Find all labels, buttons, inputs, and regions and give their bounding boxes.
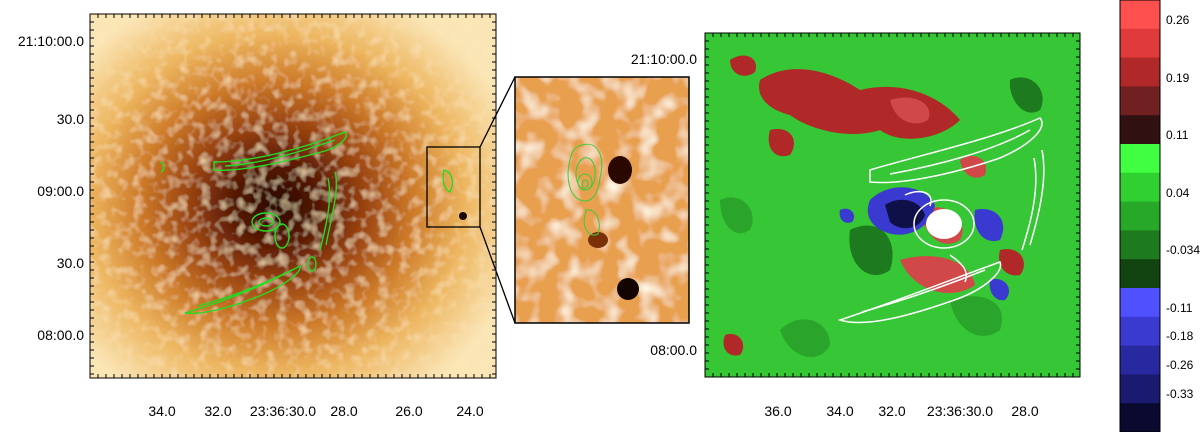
left-xtick-3: 23:36:30.0	[250, 403, 316, 419]
colorbar-segment	[1120, 403, 1160, 432]
left-xtick-1: 34.0	[148, 403, 175, 419]
colorbar-label-6: -0.11	[1166, 301, 1193, 315]
left-y-axis: 21:10:00.0 30.0 09:00.0 30.0 08:00.0	[18, 33, 84, 343]
radio-contours-green	[159, 131, 454, 315]
right-ytick-2: 08:00.0	[650, 342, 697, 358]
inset-image	[515, 77, 689, 323]
right-minor-ticks	[705, 33, 1080, 377]
right-y-axis: 21:10:00.0 08:00.0	[631, 51, 697, 358]
left-ytick-1: 21:10:00.0	[18, 33, 84, 49]
radio-contours-white	[837, 117, 1045, 324]
inset-frame	[514, 76, 690, 324]
colorbar-label-9: -0.33	[1166, 387, 1194, 401]
right-xtick-2: 34.0	[826, 403, 853, 419]
inset-contours	[567, 143, 603, 236]
left-xtick-6: 24.0	[456, 403, 483, 419]
left-ytick-2: 30.0	[57, 111, 84, 127]
right-xtick-5: 28.0	[1011, 403, 1038, 419]
left-xtick-4: 28.0	[330, 403, 357, 419]
colorbar-segment	[1120, 28, 1160, 59]
colorbar-frame	[1119, 0, 1161, 432]
inset-dark-blob	[608, 156, 632, 184]
right-frame	[704, 32, 1081, 378]
left-ytick-3: 09:00.0	[37, 183, 84, 199]
right-xtick-3: 32.0	[878, 403, 905, 419]
left-panel: 21:10:00.0 30.0 09:00.0 30.0 08:00.0 34.…	[18, 13, 497, 419]
left-x-axis: 34.0 32.0 23:36:30.0 28.0 26.0 24.0	[148, 403, 483, 419]
colorbar-segment	[1120, 86, 1160, 116]
colorbar-segment	[1120, 201, 1160, 231]
colorbar-segment	[1120, 172, 1160, 203]
inset-panel	[514, 76, 690, 324]
left-frame	[89, 13, 497, 379]
zoom-box	[426, 146, 481, 228]
colorbar-segment	[1120, 259, 1160, 289]
zoom-connectors	[479, 76, 516, 324]
colorbar-segment	[1120, 230, 1160, 260]
right-ytick-1: 21:10:00.0	[631, 51, 697, 67]
left-ytick-5: 08:00.0	[37, 327, 84, 343]
colorbar-segment	[1120, 144, 1160, 174]
colorbar-segment	[1120, 115, 1160, 145]
colorbar-label-3: 0.11	[1166, 128, 1189, 142]
xray-image	[90, 14, 496, 378]
left-xtick-5: 26.0	[395, 403, 422, 419]
colorbar-label-5: -0.034	[1166, 243, 1200, 257]
white-core	[926, 209, 962, 239]
colorbar-segment	[1120, 316, 1160, 347]
right-xtick-1: 36.0	[764, 403, 791, 419]
colorbar-segment	[1120, 57, 1160, 87]
colorbar-label-8: -0.26	[1166, 358, 1194, 372]
right-panel: 21:10:00.0 08:00.0 36.0 34.0 32.0 23:36:…	[631, 32, 1081, 419]
colorbar-label-2: 0.19	[1166, 71, 1190, 85]
colorbar-segments	[1120, 0, 1160, 432]
colorbar: 0.26 0.19 0.11 0.04 -0.034 -0.11 -0.18 -…	[1119, 0, 1200, 432]
colorbar-segment	[1120, 345, 1160, 375]
left-xtick-2: 32.0	[204, 403, 231, 419]
left-minor-ticks	[90, 14, 496, 378]
right-xtick-4: 23:36:30.0	[927, 403, 993, 419]
left-ytick-4: 30.0	[57, 255, 84, 271]
colorbar-label-1: 0.26	[1166, 13, 1190, 27]
colorbar-segment	[1120, 0, 1160, 30]
point-source	[459, 212, 467, 220]
colorbar-segment	[1120, 288, 1160, 318]
colorbar-segment	[1120, 374, 1160, 404]
right-x-axis: 36.0 34.0 32.0 23:36:30.0 28.0	[764, 403, 1038, 419]
inset-point-source	[617, 278, 639, 300]
colorbar-label-4: 0.04	[1166, 186, 1190, 200]
colorbar-label-7: -0.18	[1166, 329, 1194, 343]
colorbar-labels: 0.26 0.19 0.11 0.04 -0.034 -0.11 -0.18 -…	[1166, 13, 1200, 401]
